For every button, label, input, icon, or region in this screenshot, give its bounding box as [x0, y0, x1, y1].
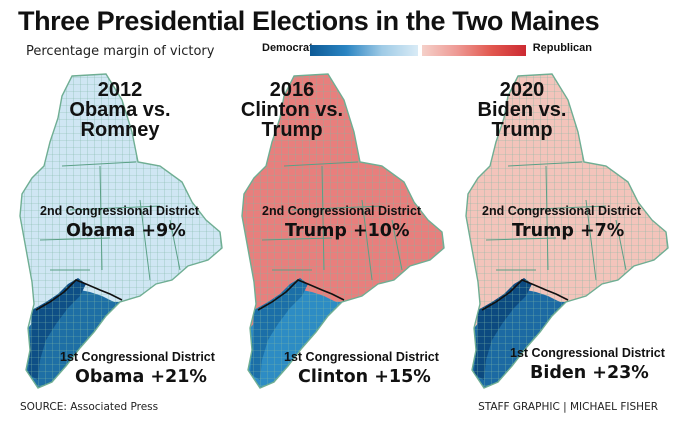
county-line — [585, 199, 597, 281]
district-boundary — [257, 279, 345, 311]
district-boundary — [481, 279, 569, 311]
county-line — [391, 219, 403, 271]
county-line — [291, 205, 383, 211]
source-note: SOURCE: Associated Press — [20, 401, 159, 413]
legend-democrat-label: Democrat — [262, 42, 313, 54]
maine-map — [241, 73, 445, 389]
district2-label: 2nd Congressional District — [40, 204, 200, 218]
county-line — [99, 165, 103, 271]
map-matchup-line2: Romney — [80, 119, 160, 141]
county-line — [515, 205, 607, 211]
district1-label: 1st Congressional District — [60, 350, 215, 364]
county-line — [361, 199, 373, 281]
state-outline — [19, 73, 223, 389]
county-line — [615, 219, 627, 271]
district1-label: 1st Congressional District — [284, 350, 439, 364]
map-year: 2020 — [499, 79, 545, 101]
map-year: 2012 — [97, 79, 143, 101]
maine-map — [19, 73, 223, 389]
district2-result: Obama +9% — [66, 221, 186, 241]
county-line — [283, 161, 359, 167]
maine-map — [465, 73, 669, 389]
legend-republican-label: Republican — [532, 42, 592, 54]
district-boundary — [35, 279, 123, 311]
county-line — [61, 161, 137, 167]
county-line — [39, 237, 111, 241]
district1-label: 1st Congressional District — [510, 346, 665, 360]
district1-result: Biden +23% — [530, 363, 649, 383]
map-panel-2020: 2020 Biden vs. Trump 2nd Congressional D… — [456, 70, 686, 396]
district2-result: Trump +10% — [285, 221, 410, 241]
state-outline — [241, 73, 445, 389]
county-line — [69, 205, 161, 211]
county-line — [507, 161, 583, 167]
page-title: Three Presidential Elections in the Two … — [18, 6, 600, 36]
legend-democrat-gradient — [310, 45, 418, 56]
map-panel-2012: 2012 Obama vs. Romney 2nd Congressional … — [10, 70, 240, 396]
map-matchup-line2: Trump — [491, 119, 553, 141]
map-year: 2016 — [269, 79, 315, 101]
page-subtitle: Percentage margin of victory — [26, 44, 215, 59]
county-line — [139, 199, 151, 281]
map-panel-2016: 2016 Clinton vs. Trump 2nd Congressional… — [232, 70, 462, 396]
county-line — [169, 219, 181, 271]
district2-result: Trump +7% — [512, 221, 625, 241]
county-line — [485, 237, 557, 241]
map-matchup-line1: Clinton vs. — [240, 99, 344, 121]
district2-label: 2nd Congressional District — [262, 204, 422, 218]
county-line — [261, 237, 333, 241]
map-matchup-line1: Biden vs. — [477, 99, 567, 121]
district2-label: 2nd Congressional District — [482, 204, 642, 218]
district1-result: Obama +21% — [75, 367, 207, 387]
county-line — [545, 165, 549, 271]
map-matchup-line1: Obama vs. — [69, 99, 171, 121]
state-outline — [465, 73, 669, 389]
map-matchup-line2: Trump — [261, 119, 323, 141]
legend-republican-gradient — [422, 45, 526, 56]
staff-credit: STAFF GRAPHIC | MICHAEL FISHER — [478, 401, 658, 413]
county-line — [321, 165, 325, 271]
district1-result: Clinton +15% — [298, 367, 431, 387]
color-legend: Democrat Republican — [262, 40, 592, 62]
